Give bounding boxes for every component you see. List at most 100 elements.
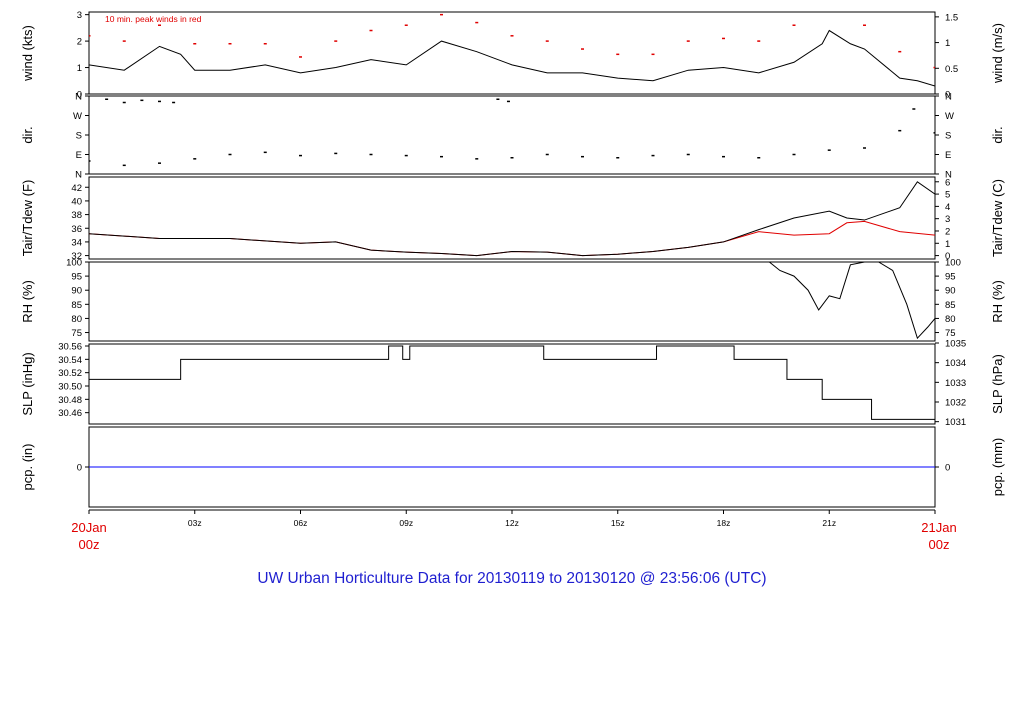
point-dir-0-1 — [122, 164, 126, 167]
point-dir-0-15 — [616, 157, 620, 159]
panel-frame-rh — [88, 261, 936, 342]
point-dir-0-0 — [89, 160, 91, 162]
left-tick-label-rh: 80 — [71, 314, 82, 325]
point-dir-0-16 — [651, 154, 655, 157]
right-tick-label-wind: 0 — [945, 90, 950, 101]
ylabel-right-temp: Tair/Tdew (C) — [990, 179, 1005, 257]
x-axis: 03z 06z 09z 12z 15z 18z 21z 20Jan 00z 21Jan 00z — [71, 509, 957, 552]
point-wind-1-24 — [933, 66, 935, 69]
x-start-time: 00z — [79, 537, 100, 552]
left-tick-label-wind: 2 — [77, 37, 82, 48]
point-dir-0-14 — [581, 155, 584, 158]
point-wind-1-23 — [898, 50, 902, 53]
left-tick-label-temp: 36 — [71, 224, 82, 235]
point-dir-0-4 — [228, 153, 232, 156]
right-tick-label-temp: 5 — [945, 190, 950, 201]
left-tick-label-pcp: 0 — [77, 463, 82, 474]
point-dir-0-2 — [158, 162, 161, 164]
point-wind-1-10 — [440, 13, 443, 16]
point-dir-0-22 — [863, 147, 866, 149]
right-tick-label-dir: N — [945, 92, 952, 103]
point-wind-1-2 — [158, 24, 161, 26]
x-tick-label: 15z — [611, 518, 625, 528]
left-tick-label-temp: 32 — [71, 251, 82, 262]
point-dir-1-0 — [105, 98, 109, 100]
point-dir-0-10 — [440, 155, 443, 158]
right-tick-label-rh: 100 — [945, 258, 961, 269]
point-dir-1-6 — [506, 100, 510, 103]
right-tick-label-dir: S — [945, 131, 951, 142]
point-wind-1-5 — [263, 42, 267, 45]
ylabel-left-dir: dir. — [20, 126, 35, 143]
panel-frame-temp — [88, 176, 936, 260]
point-wind-1-1 — [122, 40, 126, 42]
point-wind-1-12 — [510, 35, 514, 37]
left-tick-label-dir: W — [73, 111, 82, 122]
point-dir-0-3 — [193, 158, 197, 160]
left-tick-label-temp: 42 — [71, 183, 82, 194]
ylabel-left-temp: Tair/Tdew (F) — [20, 180, 35, 257]
right-tick-label-temp: 2 — [945, 226, 950, 237]
series-wind-0 — [89, 29, 935, 87]
point-wind-1-3 — [193, 42, 197, 45]
right-tick-label-temp: 3 — [945, 214, 950, 225]
right-tick-label-slp: 1032 — [945, 398, 966, 409]
left-tick-label-slp: 30.52 — [58, 368, 82, 379]
series-group-rh — [769, 262, 935, 340]
point-dir-0-18 — [722, 155, 725, 158]
left-tick-label-rh: 100 — [66, 258, 82, 269]
point-wind-1-21 — [828, 1, 831, 3]
panel-pcp: 0 0 pcp. (in) pcp. (mm) — [20, 426, 1005, 508]
panel-rh: 75 80 85 90 95 100 75 80 85 90 95 100 RH (%) RH (%) — [20, 258, 1005, 342]
right-tick-label-slp: 1033 — [945, 378, 966, 389]
left-tick-label-temp: 40 — [71, 196, 82, 207]
right-tick-label-rh: 85 — [945, 300, 956, 311]
point-dir-1-3 — [158, 100, 161, 103]
point-wind-1-20 — [792, 24, 796, 26]
right-tick-label-wind: 1.5 — [945, 12, 958, 23]
x-tick-label: 03z — [188, 518, 202, 528]
panel-frame-wind — [88, 11, 936, 95]
left-tick-label-dir: E — [76, 150, 82, 161]
right-tick-label-wind: 1 — [945, 38, 950, 49]
ylabel-right-dir: dir. — [990, 126, 1005, 143]
series-rh-0 — [769, 262, 935, 340]
right-tick-label-rh: 95 — [945, 272, 956, 283]
point-dir-0-19 — [757, 157, 761, 159]
point-wind-1-14 — [581, 48, 584, 50]
right-tick-label-rh: 90 — [945, 286, 956, 297]
ylabel-right-wind: wind (m/s) — [990, 23, 1005, 84]
point-dir-1-4 — [172, 101, 176, 104]
point-wind-1-9 — [404, 24, 408, 26]
left-tick-label-rh: 90 — [71, 286, 82, 297]
point-dir-1-5 — [496, 98, 500, 100]
point-dir-0-11 — [475, 158, 479, 160]
right-tick-label-rh: 75 — [945, 328, 956, 339]
x-tick-label: 21z — [822, 518, 836, 528]
right-tick-label-dir: N — [945, 170, 952, 181]
point-dir-0-9 — [404, 154, 408, 157]
ylabel-left-rh: RH (%) — [20, 280, 35, 323]
left-tick-label-temp: 34 — [71, 237, 82, 248]
annotation-wind: 10 min. peak winds in red — [105, 14, 202, 24]
x-end-date: 21Jan — [921, 520, 956, 535]
point-dir-0-20 — [792, 153, 796, 156]
point-wind-1-8 — [369, 29, 373, 32]
right-tick-label-temp: 1 — [945, 239, 950, 250]
left-tick-label-rh: 85 — [71, 300, 82, 311]
series-group-wind — [89, 1, 935, 87]
point-dir-1-1 — [122, 101, 126, 104]
left-tick-label-wind: 3 — [77, 10, 82, 21]
ylabel-right-rh: RH (%) — [990, 280, 1005, 323]
right-tick-label-slp: 1035 — [945, 339, 966, 350]
ylabel-right-slp: SLP (hPa) — [990, 354, 1005, 414]
panel-slp: 30.46 30.48 30.50 30.52 30.54 30.56 1031 1032 10… — [20, 339, 1005, 429]
left-tick-label-dir: N — [75, 92, 82, 103]
point-dir-0-8 — [369, 153, 373, 156]
right-tick-label-temp: 0 — [945, 251, 950, 262]
series-slp-0 — [89, 345, 935, 420]
left-tick-label-rh: 95 — [71, 272, 82, 283]
panel-frame-slp — [88, 343, 936, 425]
